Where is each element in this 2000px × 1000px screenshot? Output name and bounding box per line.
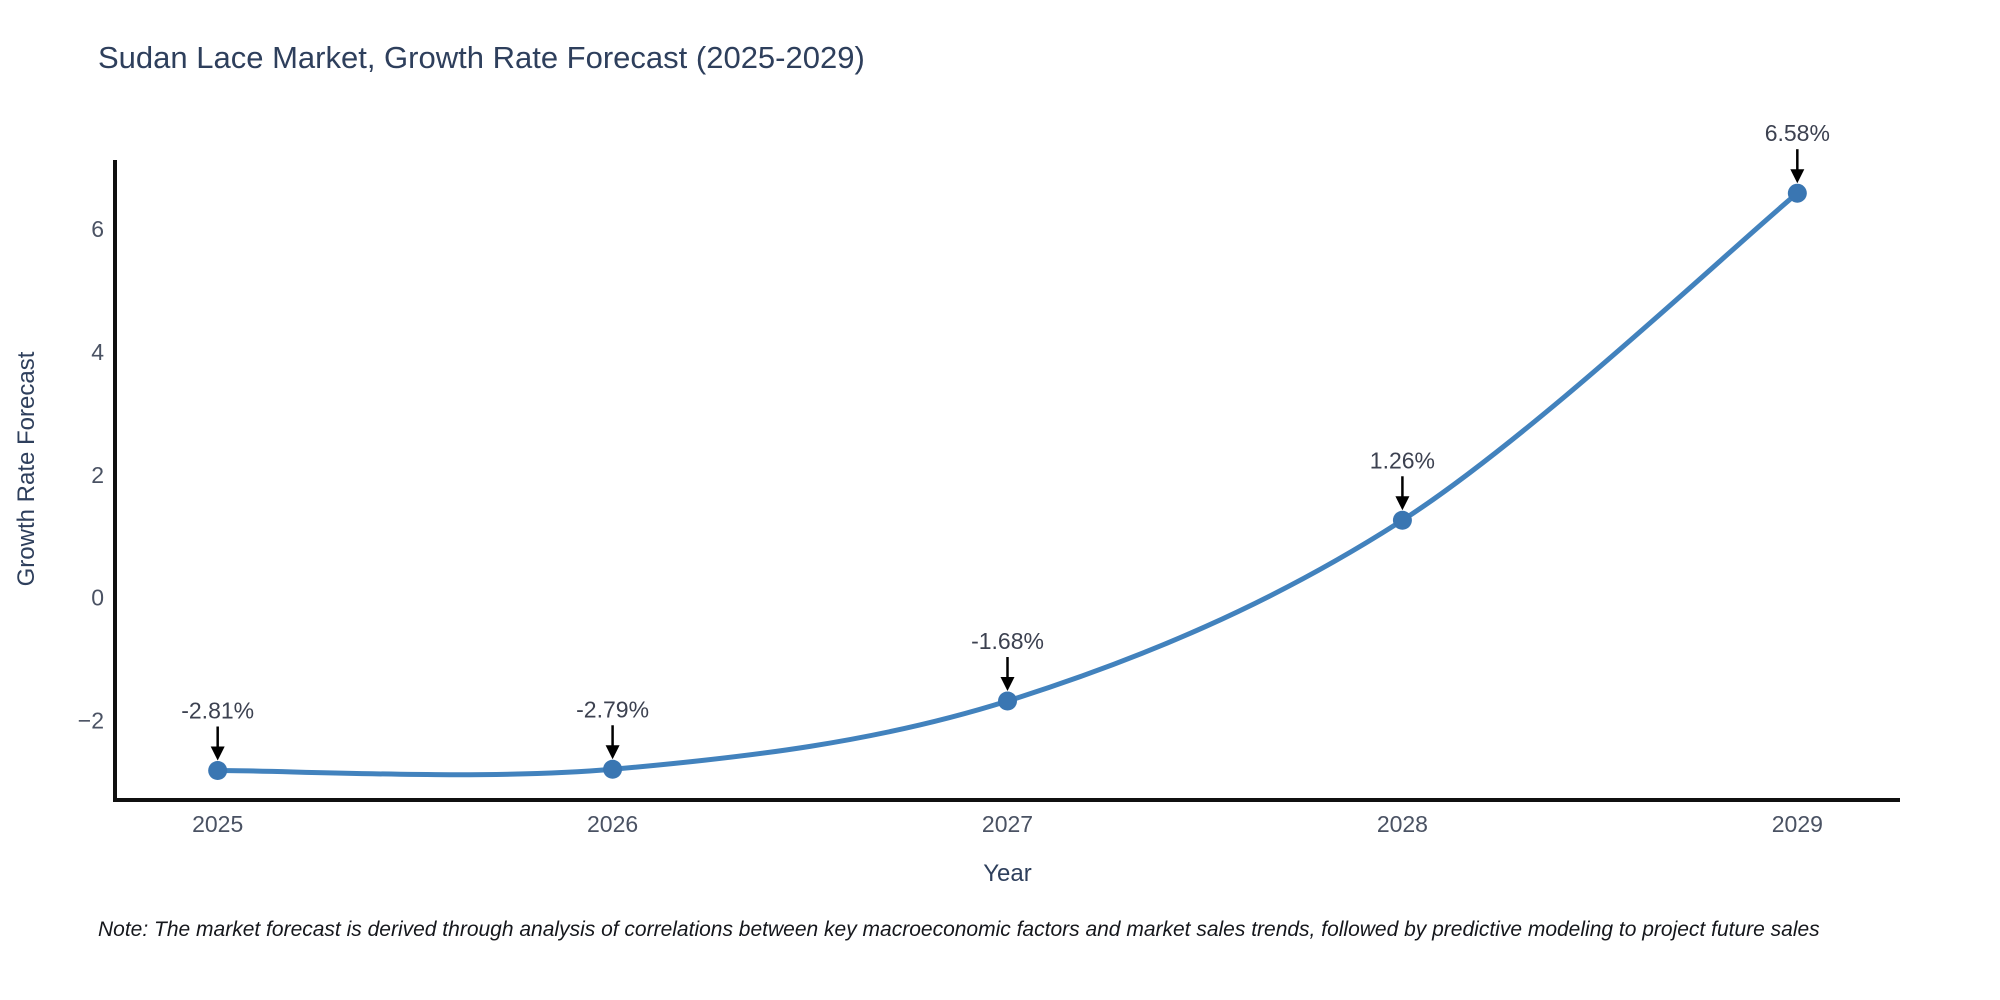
x-tick-label: 2027	[982, 811, 1033, 837]
annotation-label: 6.58%	[1765, 120, 1830, 146]
annotation-arrowhead	[210, 746, 225, 761]
x-axis-title: Year	[983, 860, 1032, 887]
y-tick-label: 6	[91, 216, 104, 242]
data-point-marker	[1787, 183, 1807, 203]
x-tick-label: 2028	[1377, 811, 1428, 837]
data-point-marker	[208, 760, 228, 780]
annotation-arrowhead	[605, 745, 620, 760]
annotation-label: -1.68%	[971, 628, 1044, 654]
annotation-label: -2.79%	[576, 696, 649, 722]
footnote: Note: The market forecast is derived thr…	[98, 918, 1820, 941]
annotation-label: -2.81%	[181, 697, 254, 723]
x-tick-label: 2025	[192, 811, 243, 837]
data-point-marker	[1392, 510, 1412, 530]
y-tick-label: 2	[91, 462, 104, 488]
series-line	[215, 190, 1800, 778]
chart-title: Sudan Lace Market, Growth Rate Forecast …	[98, 40, 865, 75]
y-tick-label: 0	[91, 585, 104, 611]
x-tick-label: 2029	[1772, 811, 1823, 837]
x-tick-label: 2026	[587, 811, 638, 837]
annotation-arrowhead	[1000, 677, 1015, 692]
annotation-arrowhead	[1395, 496, 1410, 511]
y-tick-label: −2	[78, 708, 104, 734]
y-tick-label: 4	[91, 339, 104, 365]
data-point-marker	[603, 759, 623, 779]
data-point-marker	[998, 691, 1017, 711]
annotation-arrowhead	[1790, 169, 1805, 184]
annotation-label: 1.26%	[1370, 447, 1435, 473]
